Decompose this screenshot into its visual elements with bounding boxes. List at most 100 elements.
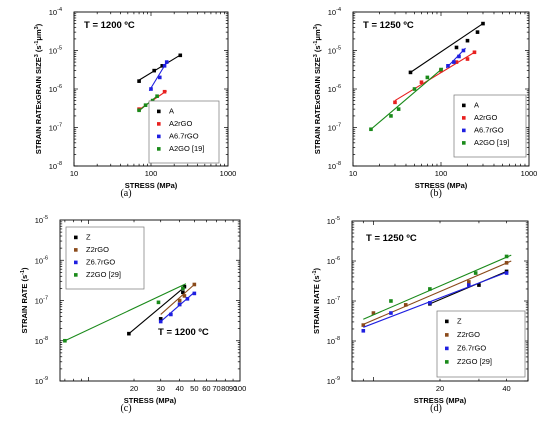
data-point: [505, 261, 509, 265]
legend-label: Z6.7rGO: [457, 344, 486, 353]
y-axis-label: STRAIN RATE (s-1): [312, 267, 321, 334]
legend-label: Z2rGO: [457, 330, 480, 339]
data-point: [362, 329, 366, 333]
data-point: [158, 76, 162, 80]
temperature-annotation: T = 1200 ºC: [84, 20, 135, 31]
x-tick-label: 1000: [220, 169, 237, 178]
temperature-annotation: T = 1250 ºC: [366, 233, 417, 244]
legend-marker: [74, 261, 78, 265]
y-tick-label: 10-8: [327, 336, 340, 346]
y-tick-label: 10-7: [328, 123, 341, 133]
y-axis-label: STRAIN RATExGRAIN SIZE3 (s-1μm3): [313, 23, 322, 154]
legend-marker: [462, 104, 466, 108]
data-point: [452, 60, 456, 64]
fit-line: [161, 284, 195, 314]
data-point: [159, 320, 163, 324]
legend-marker: [74, 248, 78, 252]
x-tick-label: 40: [502, 384, 510, 393]
x-tick-label: 30: [157, 384, 165, 393]
y-tick-label: 10-5: [49, 46, 62, 56]
data-point: [144, 103, 148, 107]
data-point: [481, 22, 485, 26]
legend-marker: [74, 273, 78, 277]
x-tick-label: 60: [202, 384, 210, 393]
chart-panel-a: 10 100 1000 10-8 10-7 10-6 10-5 10-4 STRESS (MPa…: [34, 7, 236, 190]
y-tick-label: 10-7: [327, 296, 340, 306]
data-point: [404, 303, 408, 307]
data-point: [181, 287, 185, 291]
fit-line: [395, 51, 476, 100]
x-axis-label: STRESS (MPa): [124, 396, 177, 405]
data-point: [393, 101, 397, 105]
data-point: [178, 303, 182, 307]
data-point: [446, 64, 450, 68]
x-tick-label: 1000: [521, 169, 538, 178]
y-tick-label: 10-5: [35, 215, 48, 225]
data-point: [149, 87, 153, 91]
y-tick-label: 10-4: [49, 7, 62, 17]
legend-label: A: [169, 107, 174, 116]
y-tick-label: 10-5: [327, 216, 340, 226]
legend-marker: [445, 360, 449, 364]
data-point: [186, 297, 190, 301]
data-point: [474, 271, 478, 275]
data-point: [439, 68, 443, 72]
data-point: [137, 79, 141, 83]
legend-label: A6.7rGO: [169, 132, 199, 141]
legend-marker: [462, 116, 466, 120]
data-point: [466, 57, 470, 61]
x-tick-label: 70: [212, 384, 220, 393]
data-point: [389, 299, 393, 303]
legend-marker: [157, 110, 161, 114]
caption-a: (a): [120, 188, 131, 199]
data-point: [169, 313, 173, 317]
data-point: [457, 55, 461, 59]
data-point: [409, 71, 413, 75]
legend-label: Z: [457, 317, 462, 326]
caption-d: (d): [430, 403, 442, 414]
legend-marker: [157, 147, 161, 151]
y-tick-label: 10-8: [49, 161, 62, 171]
legend-marker: [445, 320, 449, 324]
legend: Z Z2rGO Z6.7rGO Z2GO [29]: [437, 311, 525, 377]
x-tick-label: 100: [234, 384, 247, 393]
data-point: [462, 49, 466, 53]
chart-panel-d: 20 40 10-9 10-8 10-7 10-6 10-5 STRESS (MPa) STRA…: [312, 216, 528, 405]
data-point: [389, 311, 393, 315]
legend-marker: [445, 347, 449, 351]
legend: A A2rGO A6.7rGO A2GO [19]: [454, 95, 526, 157]
y-tick-label: 10-7: [49, 123, 62, 133]
caption-b: (b): [430, 188, 442, 199]
data-point: [467, 283, 471, 287]
data-point: [455, 46, 459, 50]
y-tick-label: 10-8: [35, 336, 48, 346]
temperature-annotation: T = 1200 ºC: [158, 327, 209, 338]
legend-marker: [462, 129, 466, 133]
data-point: [397, 107, 401, 111]
x-tick-label: 100: [435, 169, 448, 178]
legend: A A2rGO A6.7rGO A2GO [19]: [149, 101, 219, 163]
data-point: [163, 64, 167, 68]
legend-marker: [74, 236, 78, 240]
legend-label: A2rGO: [169, 119, 193, 128]
y-tick-label: 10-9: [35, 376, 48, 386]
x-axis-label: STRESS (MPa): [125, 181, 178, 190]
data-point: [63, 339, 67, 343]
y-tick-label: 10-5: [328, 46, 341, 56]
legend-label: Z2GO [29]: [457, 357, 492, 366]
x-tick-label: 10: [70, 169, 78, 178]
fit-line: [371, 68, 443, 129]
data-point: [193, 292, 197, 296]
y-tick-label: 10-4: [328, 7, 341, 17]
fit-line: [363, 255, 511, 319]
data-point: [428, 287, 432, 291]
series-a6-7rgo: [446, 48, 465, 68]
y-axis-label: STRAIN RATE (s-1): [20, 267, 29, 334]
data-point: [369, 127, 373, 131]
data-point: [137, 108, 141, 112]
legend-label: Z2GO [29]: [86, 270, 121, 279]
data-point: [426, 76, 430, 80]
y-tick-label: 10-7: [35, 296, 48, 306]
